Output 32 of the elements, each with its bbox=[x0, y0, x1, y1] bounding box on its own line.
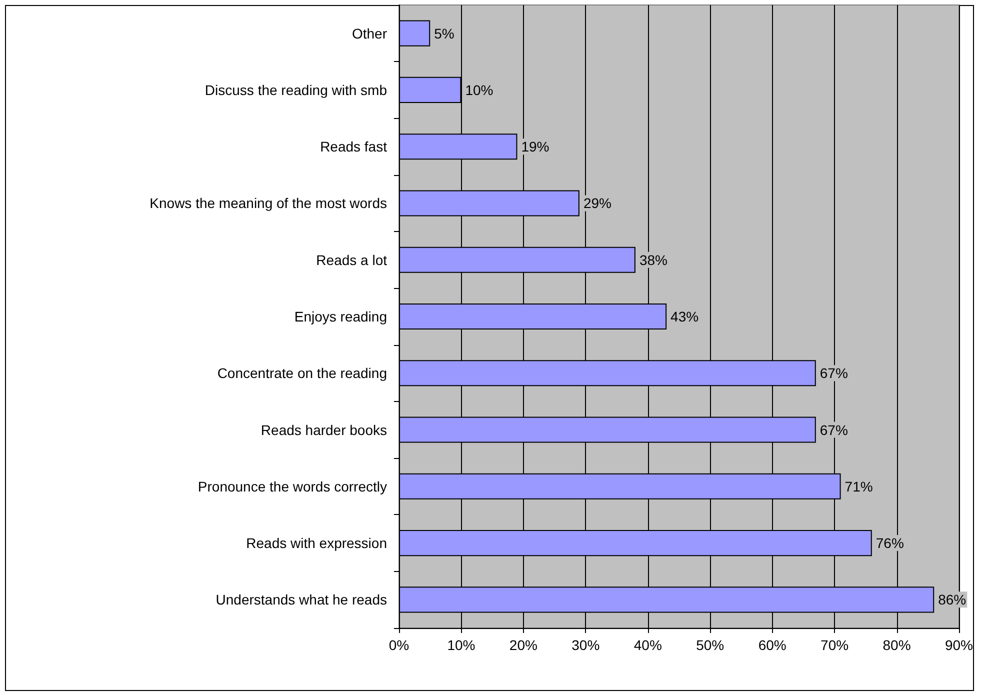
data-label: 10% bbox=[465, 82, 494, 98]
x-tick-label: 10% bbox=[447, 637, 476, 653]
x-tick-label: 70% bbox=[820, 637, 849, 653]
y-tick-label: Enjoys reading bbox=[294, 308, 387, 324]
y-tick-label: Discuss the reading with smb bbox=[204, 82, 388, 98]
y-tick-label: Knows the meaning of the most words bbox=[150, 195, 387, 212]
y-tick-label: Reads a lot bbox=[316, 252, 388, 268]
x-tick-label: 60% bbox=[758, 637, 786, 653]
data-label: 67% bbox=[820, 365, 848, 382]
x-tick-label: 50% bbox=[696, 637, 724, 653]
x-tick-label: 20% bbox=[509, 637, 538, 653]
data-label: 19% bbox=[521, 138, 550, 155]
y-tick-label: Reads harder books bbox=[260, 422, 387, 438]
x-tick-label: 80% bbox=[882, 637, 911, 653]
x-tick-label: 0% bbox=[388, 637, 410, 653]
y-tick-label: Reads fast bbox=[320, 138, 388, 155]
data-label: 29% bbox=[583, 195, 612, 212]
x-tick-label: 30% bbox=[572, 637, 600, 653]
data-label: 76% bbox=[876, 535, 904, 552]
data-label: 67% bbox=[820, 422, 848, 438]
x-tick-label: 90% bbox=[944, 637, 974, 653]
data-label: 86% bbox=[938, 592, 966, 608]
data-label: 5% bbox=[434, 25, 454, 42]
y-tick-label: Understands what he reads bbox=[216, 592, 387, 608]
y-tick-label: Reads with expression bbox=[246, 535, 387, 552]
x-tick-label: 40% bbox=[634, 637, 662, 653]
data-label: 38% bbox=[639, 252, 668, 268]
y-tick-label: Concentrate on the reading bbox=[217, 365, 387, 382]
y-tick-label: Pronounce the words correctly bbox=[198, 478, 387, 494]
y-tick-label: Other bbox=[352, 25, 388, 42]
data-label: 71% bbox=[844, 478, 873, 494]
data-label: 43% bbox=[670, 308, 699, 324]
